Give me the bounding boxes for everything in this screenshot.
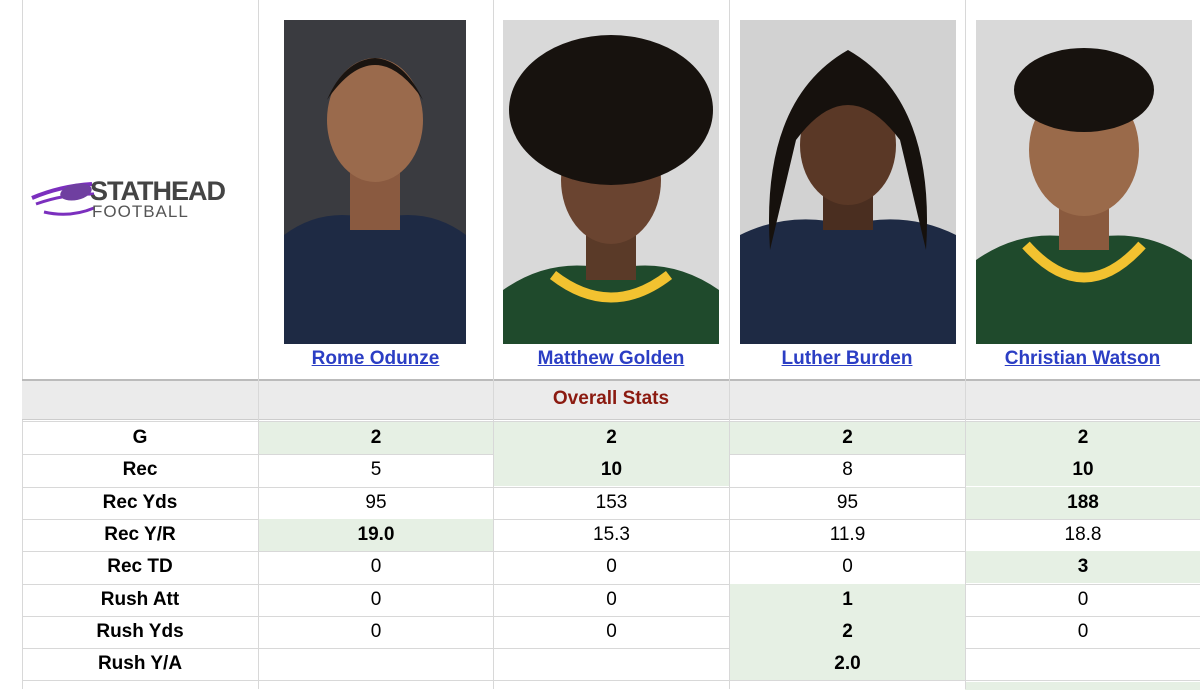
section-row — [22, 379, 1200, 420]
stat-value: 2 — [259, 422, 493, 454]
column-line — [965, 0, 966, 689]
row-line — [22, 584, 1200, 585]
stat-value: 2 — [730, 422, 965, 454]
player-name[interactable]: Luther Burden — [781, 348, 913, 369]
stat-value: 0 — [1077, 588, 1089, 610]
stat-value: 95 — [836, 491, 859, 513]
stat-value — [259, 648, 493, 680]
player-name[interactable]: Rome Odunze — [311, 348, 440, 369]
stat-value: 0 — [606, 556, 617, 578]
stat-value: 2 — [966, 422, 1200, 454]
stat-label: G — [132, 427, 148, 448]
stat-label: Rush Y/A — [97, 653, 183, 675]
stat-label: Rec — [122, 459, 158, 481]
logo-icon — [31, 182, 95, 216]
stat-label: Rec Y/R — [104, 523, 176, 545]
row-line — [22, 680, 1200, 681]
stat-value: 0 — [842, 556, 853, 578]
stat-label: Rush Yds — [96, 620, 184, 642]
logo: STATHEAD FOOTBALL — [30, 172, 250, 222]
player-photo — [976, 20, 1192, 344]
stat-value: 0 — [370, 588, 382, 610]
stat-value: 2 — [730, 615, 965, 648]
player-photo — [503, 20, 719, 344]
player-name[interactable]: Matthew Golden — [537, 348, 685, 369]
stat-value: 0 — [606, 620, 617, 642]
row-line — [22, 616, 1200, 617]
stat-label: Rush Att — [100, 588, 180, 610]
stat-value: 3 — [966, 551, 1200, 584]
stat-value: 2.0 — [730, 648, 965, 681]
stat-value: 10 — [494, 454, 729, 487]
section-title: Overall Stats — [552, 388, 670, 409]
stat-value: 188 — [966, 486, 1200, 519]
column-line — [258, 0, 259, 689]
stat-value: 0 — [370, 620, 382, 642]
player-photo — [740, 20, 956, 344]
stat-value: 0 — [370, 556, 382, 578]
stat-value: 2 — [494, 422, 729, 454]
stat-value: 8 — [842, 459, 853, 481]
stat-value: 95 — [365, 491, 387, 513]
stat-value: 10 — [966, 454, 1200, 487]
logo-line1: STATHEAD — [90, 176, 226, 206]
stat-label: Rec TD — [107, 556, 173, 578]
player-photo — [284, 20, 466, 344]
stat-value: 15.3 — [593, 523, 630, 545]
stat-value: 0 — [606, 588, 617, 610]
row-line — [22, 519, 1200, 520]
stat-value: 11.9 — [829, 523, 866, 545]
stat-value: 19.0 — [259, 518, 493, 551]
column-line — [493, 0, 494, 689]
table-border — [22, 0, 23, 689]
stat-value: 0 — [1077, 620, 1089, 642]
stat-value — [966, 648, 1200, 680]
row-line — [22, 421, 1200, 422]
stat-value — [494, 648, 729, 680]
stat-value: 153 — [595, 491, 628, 513]
stat-value: 1 — [730, 583, 965, 616]
row-line — [22, 648, 1200, 649]
column-line — [729, 0, 730, 689]
row-line — [22, 551, 1200, 552]
stat-label: Rec Yds — [102, 491, 178, 513]
player-name[interactable]: Christian Watson — [1004, 348, 1161, 369]
stat-value: 5 — [370, 459, 382, 481]
logo-line2: FOOTBALL — [92, 202, 189, 221]
stat-value: 18.8 — [1064, 523, 1102, 545]
row-partial — [965, 682, 1200, 690]
row-line — [22, 487, 1200, 488]
